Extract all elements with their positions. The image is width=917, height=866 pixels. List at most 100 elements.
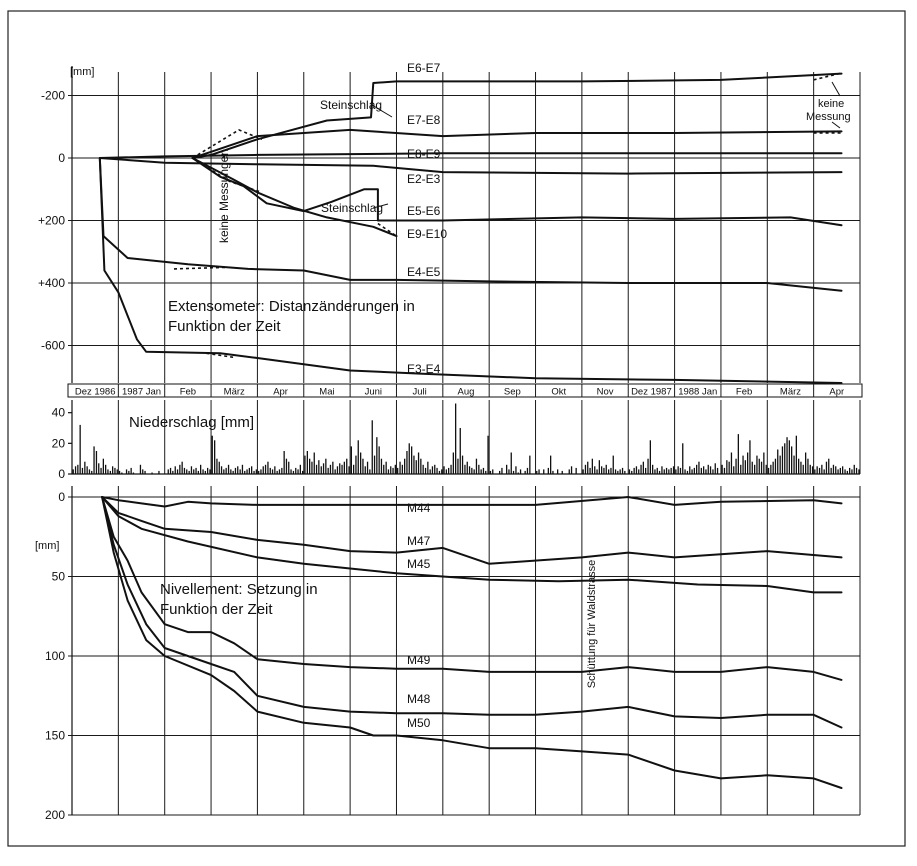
- precipitation-bar: [737, 434, 739, 474]
- precipitation-bar: [91, 470, 93, 474]
- precipitation-bar: [552, 470, 554, 474]
- outer-border: [7, 10, 906, 847]
- precipitation-bar: [487, 435, 489, 474]
- precipitation-bar: [677, 466, 679, 474]
- extensometer-series-label: E4-E5: [407, 265, 441, 279]
- precipitation-bar: [357, 440, 359, 474]
- precipitation-bar: [703, 466, 705, 474]
- precipitation-bar: [248, 467, 250, 474]
- precipitation-bar: [380, 458, 383, 474]
- extensometer-y-tick-label: +200: [38, 214, 65, 228]
- precipitation-bar: [297, 469, 299, 474]
- precipitation-bar: [658, 470, 661, 474]
- precipitation-bar: [547, 467, 549, 474]
- precipitation-bar: [726, 460, 728, 474]
- extensometer-series-line: [191, 72, 843, 159]
- precipitation-bar: [499, 470, 501, 474]
- precipitation-bar: [197, 470, 199, 474]
- precipitation-bar: [343, 461, 345, 474]
- precipitation-bar: [77, 464, 79, 474]
- precipitation-bar: [661, 466, 663, 474]
- precipitation-bar: [448, 467, 450, 474]
- precipitation-bar: [668, 469, 670, 474]
- precipitation-bar: [218, 461, 220, 474]
- precipitation-bar: [362, 458, 364, 474]
- precipitation-bar: [582, 469, 584, 474]
- precipitation-bar: [543, 469, 545, 474]
- precipitation-bar: [79, 424, 81, 474]
- precipitation-bar: [318, 460, 320, 474]
- precipitation-bar: [689, 466, 691, 474]
- precipitation-bar: [295, 467, 297, 474]
- nivellement-series-line: [101, 496, 843, 508]
- precipitation-bar: [355, 455, 357, 474]
- precipitation-bar: [598, 460, 600, 474]
- precipitation-bar: [86, 466, 88, 474]
- annotation-steinschlag-top: Steinschlag: [320, 98, 382, 112]
- precipitation-bar: [81, 467, 84, 474]
- precipitation-bar: [193, 469, 195, 474]
- precipitation-bar: [478, 464, 480, 474]
- precipitation-bar: [575, 467, 577, 474]
- extensometer-series-label: E8-E9: [407, 147, 441, 161]
- precipitation-bar: [723, 467, 726, 474]
- nivellement-series-label: M45: [407, 557, 431, 571]
- precipitation-bar: [299, 464, 301, 474]
- precipitation-y-tick-label: 40: [52, 406, 66, 420]
- precipitation-bar: [443, 466, 445, 474]
- precipitation-bar: [360, 452, 362, 474]
- nivellement-y-ticks: 0 50 100 150 200: [45, 490, 65, 822]
- precipitation-bar: [807, 458, 809, 474]
- precipitation-bar: [712, 469, 714, 474]
- precipitation-bar: [568, 469, 570, 474]
- precipitation-bar: [550, 455, 552, 474]
- precipitation-bar: [464, 464, 466, 474]
- precipitation-bar: [605, 464, 607, 474]
- precipitation-bar: [763, 452, 765, 474]
- precipitation-bar: [480, 469, 482, 474]
- extensometer-missing-measurement: [206, 352, 235, 359]
- precipitation-bar: [420, 458, 422, 474]
- month-label: Dez 1986: [75, 387, 116, 398]
- precipitation-bar: [436, 467, 438, 474]
- precipitation-bar: [172, 470, 174, 474]
- month-label: Apr: [829, 387, 844, 398]
- precipitation-bar: [204, 470, 206, 474]
- precipitation-bar: [183, 467, 186, 474]
- precipitation-bar: [686, 470, 689, 474]
- keine-messung-leader-bottom: [831, 121, 841, 129]
- precipitation-bar: [404, 458, 406, 474]
- precipitation-bar: [640, 464, 642, 474]
- extensometer-y-ticks: -200 0 +200 +400 -600: [38, 89, 65, 353]
- extensometer-series-line: [191, 157, 843, 227]
- steinschlag-top-leader: [371, 104, 393, 118]
- precipitation-bar: [112, 466, 114, 474]
- precipitation-bar: [202, 469, 204, 474]
- precipitation-bar: [302, 470, 304, 474]
- month-label: Nov: [597, 387, 614, 398]
- precipitation-bar: [617, 470, 619, 474]
- month-label: 1988 Jan: [678, 387, 717, 398]
- extensometer-series-line: [191, 128, 843, 159]
- extensometer-curves: [98, 72, 843, 384]
- precipitation-bar: [95, 451, 98, 474]
- precipitation-bar: [109, 470, 111, 474]
- extensometer-title-line-2: Funktion der Zeit: [168, 318, 281, 335]
- precipitation-bar: [253, 470, 255, 474]
- precipitation-bar: [422, 464, 424, 474]
- precipitation-bar: [665, 467, 668, 474]
- precipitation-bar: [798, 458, 800, 474]
- precipitation-bar: [364, 466, 366, 474]
- precipitation-bar: [832, 464, 835, 474]
- precipitation-bar: [475, 458, 478, 474]
- precipitation-bar: [714, 463, 716, 474]
- precipitation-bar: [327, 467, 329, 474]
- precipitation-bar: [777, 449, 779, 474]
- precipitation-bar: [195, 467, 197, 474]
- precipitation-bar: [114, 467, 116, 474]
- extensometer-y-tick-label: 0: [58, 151, 65, 165]
- precipitation-bar: [452, 452, 454, 474]
- precipitation-bar: [457, 458, 459, 474]
- precipitation-bar: [93, 446, 95, 474]
- precipitation-bar: [288, 461, 290, 474]
